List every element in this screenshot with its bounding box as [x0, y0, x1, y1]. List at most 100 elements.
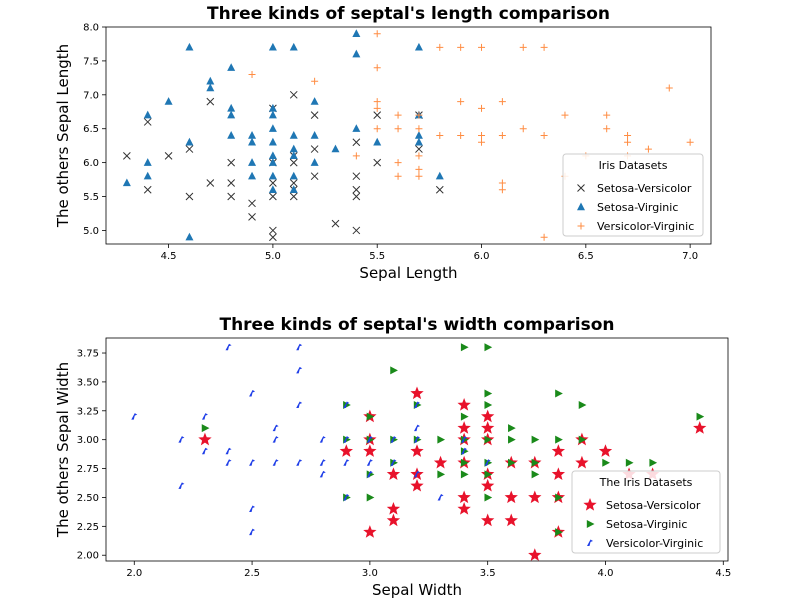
series-setosa-virginic — [122, 29, 444, 241]
plot-width-comparison: Three kinds of septal's width comparison… — [54, 315, 731, 599]
data-point — [484, 389, 493, 398]
legend-title: Iris Datasets — [599, 159, 668, 172]
data-point — [386, 502, 401, 515]
data-point — [310, 111, 319, 120]
data-point — [289, 144, 298, 153]
data-point — [289, 42, 298, 51]
data-point — [508, 458, 516, 467]
x-tick-label: 3.5 — [480, 568, 496, 579]
data-point — [390, 366, 398, 375]
data-point — [373, 98, 381, 106]
data-point — [143, 118, 152, 126]
data-point — [603, 111, 611, 119]
data-point — [268, 110, 277, 119]
data-point — [289, 158, 298, 167]
data-point — [410, 444, 424, 457]
data-point — [410, 478, 424, 492]
data-point — [178, 482, 185, 489]
data-point — [310, 131, 319, 139]
data-point — [164, 97, 173, 105]
x-tick-label: 5.5 — [369, 251, 385, 262]
data-point — [296, 366, 303, 374]
data-point — [504, 490, 518, 504]
data-point — [414, 401, 420, 409]
data-point — [296, 401, 303, 409]
plot-frame — [105, 26, 712, 245]
x-tick-label: 2.0 — [126, 568, 142, 579]
data-point — [394, 111, 402, 119]
data-point — [373, 125, 381, 133]
data-point — [531, 470, 540, 479]
data-point — [227, 110, 236, 119]
legend-marker — [583, 498, 597, 511]
data-point — [289, 171, 298, 180]
data-point — [310, 97, 319, 105]
data-point — [352, 185, 361, 194]
data-point — [561, 111, 569, 119]
data-point — [386, 513, 401, 527]
data-point — [225, 459, 232, 466]
y-tick-label: 2.25 — [77, 522, 99, 533]
legend-marker — [577, 202, 585, 211]
data-point — [269, 192, 277, 201]
legend-box — [562, 153, 704, 237]
data-point — [201, 424, 210, 433]
data-point — [366, 412, 375, 421]
data-point — [310, 145, 319, 153]
data-point — [394, 172, 402, 180]
data-point — [352, 226, 361, 235]
data-point — [268, 137, 277, 146]
data-point — [352, 172, 361, 181]
data-point — [343, 436, 350, 443]
data-point — [481, 409, 495, 423]
legend: The Iris Datasets Setosa-Versicolor Setosa… — [571, 470, 721, 554]
data-point — [457, 98, 465, 106]
y-tick-label: 2.50 — [77, 493, 99, 504]
data-point — [457, 398, 471, 411]
data-point — [363, 525, 377, 538]
data-point — [227, 63, 236, 71]
legend-label: Versicolor-Virginic — [606, 537, 703, 550]
data-point — [249, 459, 256, 466]
data-point — [272, 459, 279, 466]
data-point — [248, 171, 257, 180]
x-tick-label: 4.5 — [161, 251, 177, 262]
data-point — [435, 171, 444, 180]
data-point — [528, 490, 542, 504]
data-point — [331, 219, 340, 228]
data-point — [131, 413, 138, 420]
data-point — [415, 165, 423, 173]
chart-title: Three kinds of septal's length compariso… — [207, 4, 610, 24]
data-point — [414, 131, 423, 139]
data-point — [555, 389, 563, 398]
data-point — [331, 144, 340, 153]
data-point — [164, 151, 173, 160]
x-tick-label: 4.0 — [598, 568, 614, 579]
data-point — [227, 192, 236, 201]
data-point — [433, 455, 448, 469]
data-point — [508, 435, 516, 444]
x-axis-label: Sepal Width — [372, 581, 462, 599]
data-point — [414, 42, 423, 51]
data-point — [248, 199, 256, 208]
y-tick-label: 5.0 — [83, 226, 99, 237]
data-point — [484, 459, 491, 466]
data-point — [649, 458, 658, 467]
data-point — [227, 158, 236, 167]
data-point — [248, 213, 256, 221]
data-point — [410, 386, 424, 400]
data-point — [123, 151, 131, 160]
data-point — [540, 233, 548, 241]
legend-marker — [577, 222, 585, 230]
data-point — [498, 98, 506, 106]
data-point — [249, 505, 256, 513]
x-tick-label: 6.5 — [578, 251, 594, 262]
data-point — [272, 436, 279, 443]
data-point — [178, 436, 185, 443]
data-point — [185, 42, 194, 51]
data-point — [457, 490, 471, 504]
data-point — [575, 455, 589, 469]
chart-title: Three kinds of septal's width comparison — [219, 315, 614, 335]
data-point — [268, 103, 277, 112]
data-point — [319, 436, 326, 443]
